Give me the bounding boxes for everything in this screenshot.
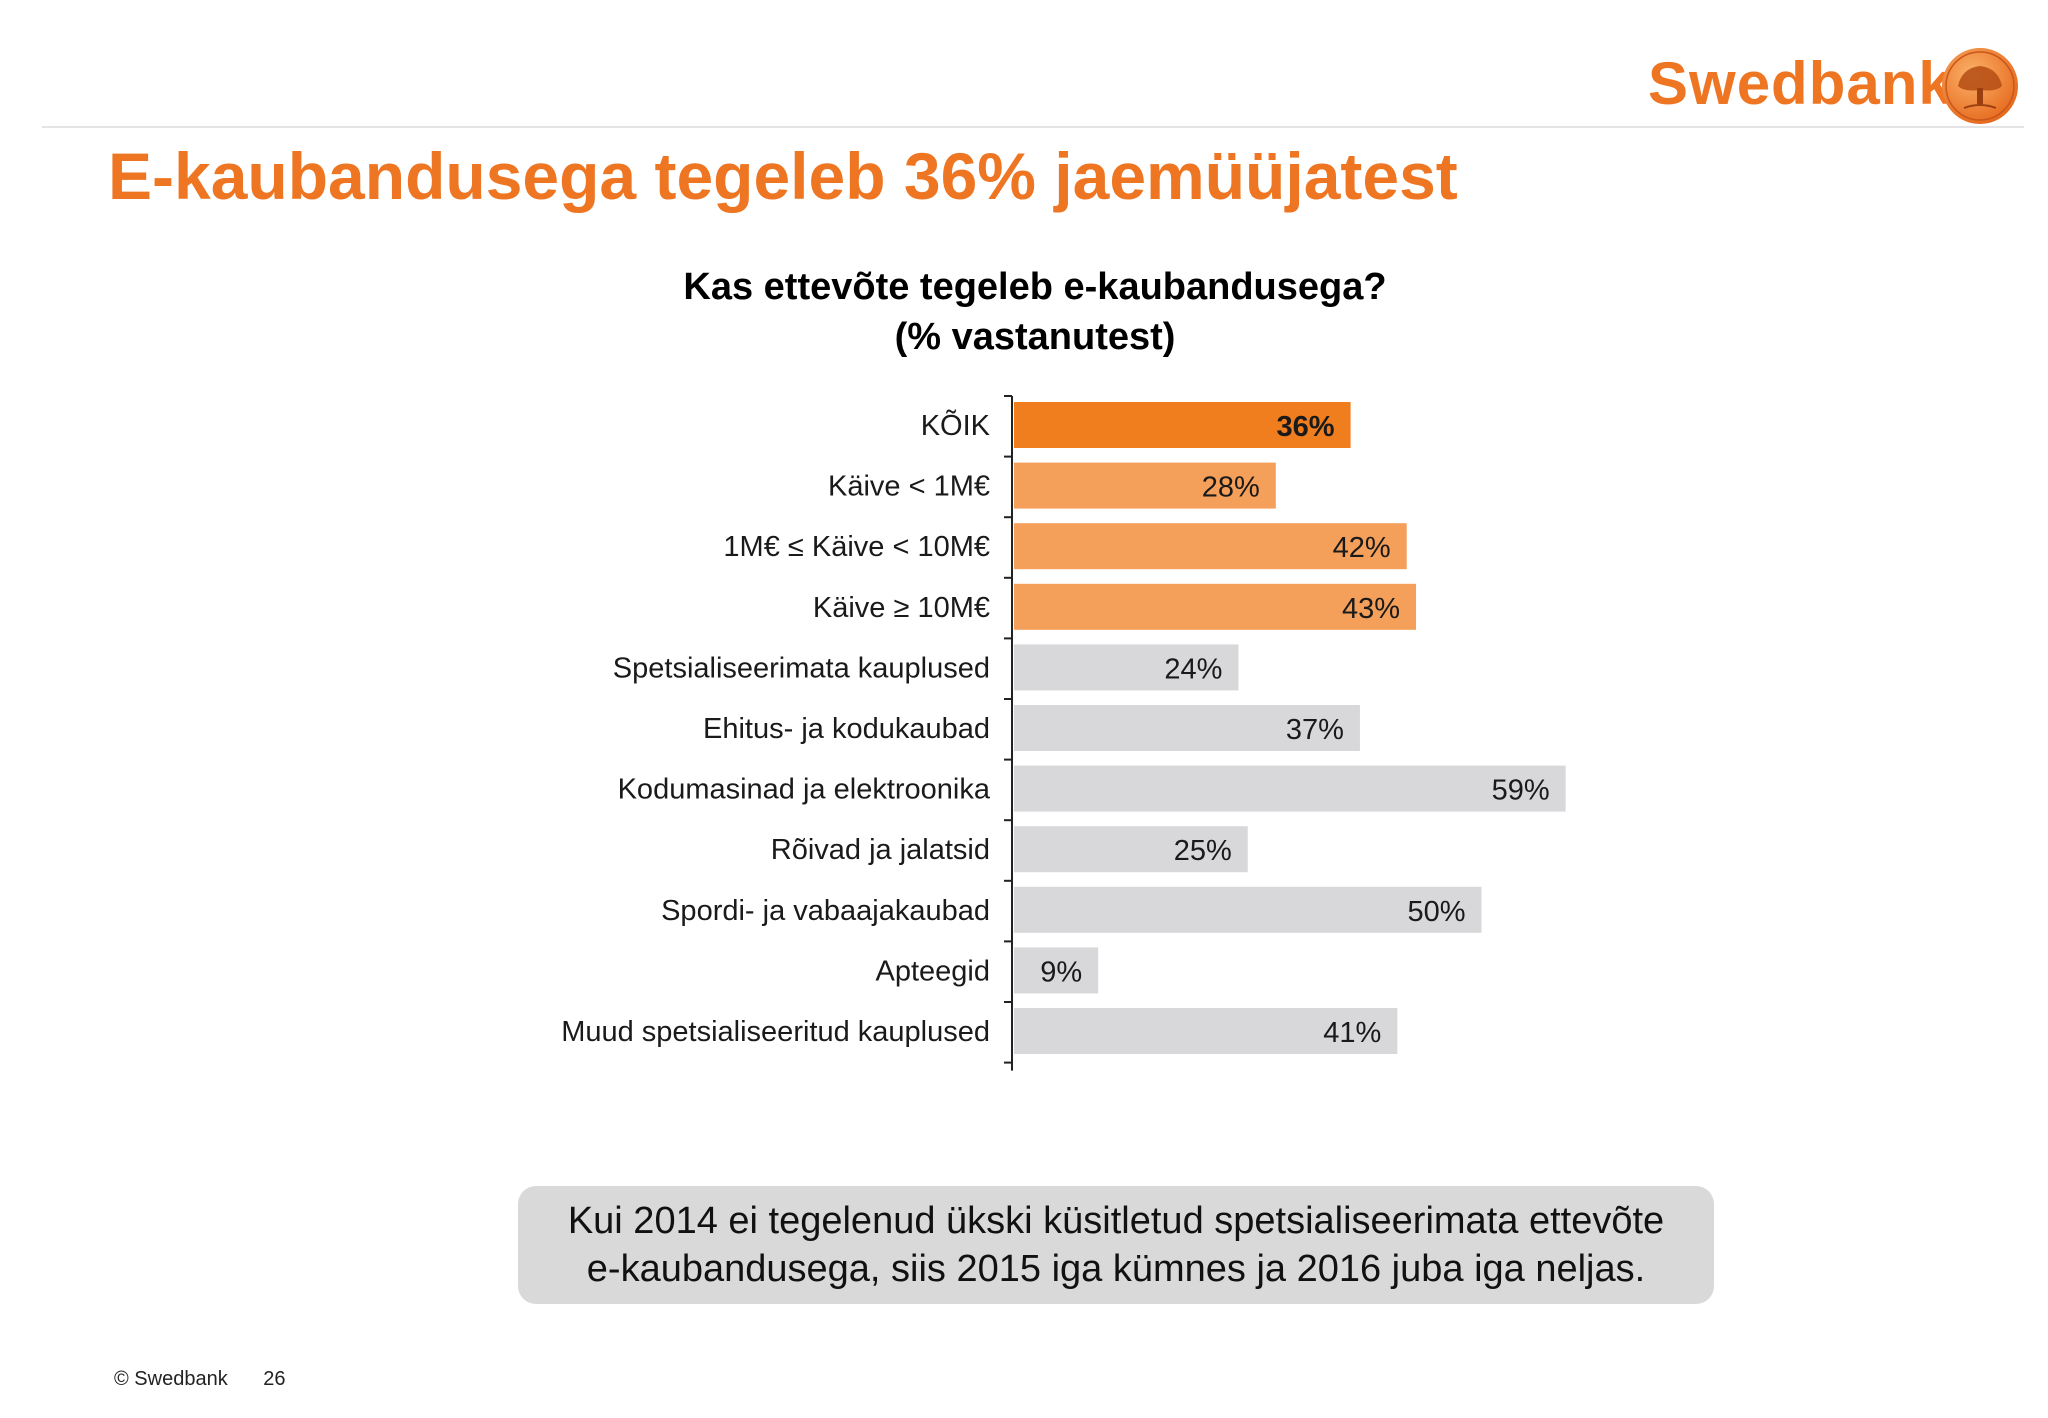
bar <box>1014 826 1248 873</box>
note-line-2: e-kaubandusega, siis 2015 iga kümnes ja … <box>586 1248 1646 1290</box>
chart-title-block: Kas ettevõte tegeleb e-kaubandusega? (% … <box>530 262 1540 362</box>
chart-title: Kas ettevõte tegeleb e-kaubandusega? <box>683 266 1387 308</box>
category-label: Ehitus- ja kodukaubad <box>703 713 990 745</box>
logo-wordmark: Swedbank <box>1648 50 1953 117</box>
value-label: 36% <box>1277 411 1335 443</box>
footer-page-number: 26 <box>263 1368 286 1390</box>
header-divider <box>42 126 2024 128</box>
bar <box>1014 947 1099 994</box>
value-label: 41% <box>1323 1017 1381 1049</box>
bar <box>1014 583 1417 630</box>
bar <box>1014 462 1276 509</box>
value-label: 59% <box>1492 775 1550 807</box>
bar <box>1014 402 1351 448</box>
value-label: 43% <box>1342 593 1400 625</box>
value-label: 28% <box>1202 472 1260 504</box>
oak-tree-icon <box>1942 48 2018 124</box>
category-label: Rõivad ja jalatsid <box>771 834 990 866</box>
bar <box>1014 1008 1398 1054</box>
slide-title: E-kaubandusega tegeleb 36% jaemüüjatest <box>108 139 1458 213</box>
bar <box>1014 523 1407 570</box>
chart-subtitle: (% vastanutest) <box>894 316 1176 358</box>
value-label: 42% <box>1333 532 1391 564</box>
note-box: Kui 2014 ei tegelenud ükski küsitletud s… <box>518 1186 1714 1304</box>
category-label: Käive ≥ 10M€ <box>813 592 990 624</box>
value-label: 50% <box>1407 896 1465 928</box>
category-label: KÕIK <box>921 408 991 442</box>
category-label: Spetsialiseerimata kauplused <box>613 652 990 684</box>
bar <box>1014 765 1566 812</box>
value-label: 24% <box>1164 653 1222 685</box>
category-label: 1M€ ≤ Käive < 10M€ <box>723 531 990 563</box>
value-label: 37% <box>1286 714 1344 746</box>
category-label: Spordi- ja vabaajakaubad <box>661 895 990 927</box>
value-label: 9% <box>1040 956 1082 988</box>
category-label: Käive < 1M€ <box>828 471 990 503</box>
bar <box>1014 886 1482 933</box>
bar <box>1014 705 1360 751</box>
swedbank-logo: Swedbank <box>1648 46 2028 124</box>
footer-copyright: © Swedbank <box>114 1368 228 1390</box>
category-label: Apteegid <box>876 955 991 987</box>
note-line-1: Kui 2014 ei tegelenud ükski küsitletud s… <box>567 1200 1665 1242</box>
category-label: Muud spetsialiseeritud kauplused <box>561 1016 990 1048</box>
bar <box>1014 644 1239 691</box>
value-label: 25% <box>1174 835 1232 867</box>
category-label: Kodumasinad ja elektroonika <box>618 774 991 806</box>
footer: © Swedbank 26 <box>114 1368 316 1391</box>
